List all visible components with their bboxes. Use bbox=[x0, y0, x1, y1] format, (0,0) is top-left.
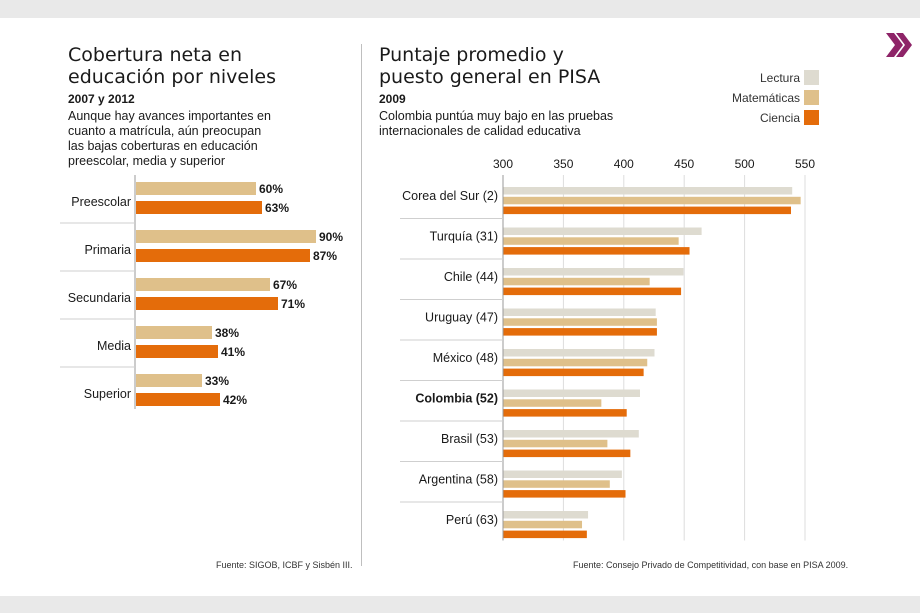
country-label-turquia-31: Turquía (31) bbox=[430, 230, 498, 244]
legend-label-ciencia: Ciencia bbox=[759, 111, 800, 125]
pisa-bar-argentina-58-matematicas bbox=[503, 480, 610, 488]
coverage-value-label: 60% bbox=[259, 182, 283, 196]
pisa-tick-label: 500 bbox=[735, 157, 755, 171]
pisa-bar-brasil-53-lectura bbox=[503, 430, 639, 438]
right-years: 2009 bbox=[379, 92, 406, 106]
pisa-bar-mexico-48-lectura bbox=[503, 349, 655, 357]
pisa-bar-turquia-31-matematicas bbox=[503, 237, 679, 245]
pisa-bar-peru-63-lectura bbox=[503, 511, 589, 519]
coverage-value-label: 90% bbox=[319, 230, 343, 244]
pisa-bar-mexico-48-matematicas bbox=[503, 358, 648, 367]
left-title: Cobertura neta en educación por niveles bbox=[68, 44, 276, 88]
pisa-bar-corea-del-sur-2-matematicas bbox=[503, 196, 801, 205]
right-subtitle: Colombia puntúa muy bajo en las pruebas … bbox=[379, 109, 613, 139]
coverage-value-label: 42% bbox=[223, 393, 247, 407]
pisa-bar-brasil-53-ciencia bbox=[503, 449, 631, 458]
coverage-value-label: 63% bbox=[265, 201, 289, 215]
coverage-bar-preescolar-2012 bbox=[136, 201, 262, 214]
pisa-bar-uruguay-47-lectura bbox=[503, 308, 656, 316]
pisa-bar-colombia-52-lectura bbox=[503, 389, 641, 397]
legend-swatch-lectura bbox=[804, 70, 819, 85]
left-title-line2: educación por niveles bbox=[68, 66, 276, 88]
coverage-value-label: 67% bbox=[273, 278, 297, 292]
coverage-value-label: 41% bbox=[221, 345, 245, 359]
coverage-bar-secundaria-2012 bbox=[136, 297, 278, 310]
pisa-bar-uruguay-47-matematicas bbox=[503, 318, 657, 326]
right-subtitle-line1: Colombia puntúa muy bajo en las pruebas bbox=[379, 109, 614, 123]
pisa-tick-label: 300 bbox=[493, 157, 513, 171]
pisa-bar-peru-63-matematicas bbox=[503, 520, 583, 529]
coverage-bar-preescolar-2007 bbox=[136, 182, 256, 195]
category-label-superior: Superior bbox=[84, 387, 131, 401]
pisa-tick-label: 450 bbox=[674, 157, 694, 171]
pisa-bar-turquia-31-lectura bbox=[503, 227, 702, 235]
left-subtitle-line2: cuanto a matrícula, aún preocupan bbox=[68, 124, 262, 138]
pisa-bar-mexico-48-ciencia bbox=[503, 368, 644, 377]
left-subtitle-line3: las bajas coberturas en educación bbox=[68, 139, 258, 153]
pisa-bar-chile-44-matematicas bbox=[503, 277, 650, 286]
column-divider bbox=[361, 44, 362, 566]
coverage-bar-media-2012 bbox=[136, 345, 218, 358]
pisa-bar-chile-44-lectura bbox=[503, 268, 684, 276]
coverage-value-label: 33% bbox=[205, 374, 229, 388]
coverage-value-label: 87% bbox=[313, 249, 337, 263]
coverage-bar-primaria-2012 bbox=[136, 249, 310, 262]
country-label-brasil-53: Brasil (53) bbox=[441, 432, 498, 446]
pisa-bar-colombia-52-ciencia bbox=[503, 409, 627, 417]
pisa-bar-argentina-58-ciencia bbox=[503, 490, 626, 498]
coverage-value-label: 38% bbox=[215, 326, 239, 340]
pisa-bar-brasil-53-matematicas bbox=[503, 439, 608, 448]
country-label-chile-44: Chile (44) bbox=[444, 270, 498, 284]
category-label-primaria: Primaria bbox=[84, 243, 131, 257]
coverage-chart: Preescolar 60% 63% Primaria 90% 87% Secundaria… bbox=[60, 175, 343, 409]
country-label-corea-del-sur-2: Corea del Sur (2) bbox=[402, 189, 498, 203]
category-label-preescolar: Preescolar bbox=[71, 195, 131, 209]
pisa-tick-label: 350 bbox=[553, 157, 573, 171]
country-label-colombia-52: Colombia (52) bbox=[415, 392, 498, 406]
right-subtitle-line2: internacionales de calidad educativa bbox=[379, 124, 581, 138]
coverage-bar-secundaria-2007 bbox=[136, 278, 270, 291]
legend-label-lectura: Lectura bbox=[759, 71, 800, 85]
country-label-peru-63: Perú (63) bbox=[446, 513, 498, 527]
coverage-bar-media-2007 bbox=[136, 326, 212, 339]
legend-label-matematicas: Matemáticas bbox=[731, 91, 800, 105]
pisa-chart: 300 350 400 450 500 550 Corea del Sur (2) Turqu… bbox=[400, 157, 815, 541]
left-years: 2007 y 2012 bbox=[68, 92, 135, 106]
pisa-bar-chile-44-ciencia bbox=[503, 287, 682, 296]
category-label-secundaria: Secundaria bbox=[68, 291, 131, 305]
country-label-argentina-58: Argentina (58) bbox=[419, 473, 498, 487]
pisa-tick-label: 550 bbox=[795, 157, 815, 171]
double-chevron-icon bbox=[886, 33, 912, 57]
pisa-bar-uruguay-47-ciencia bbox=[503, 328, 657, 336]
right-title-line2: puesto general en PISA bbox=[379, 66, 601, 88]
right-title-line1: Puntaje promedio y bbox=[379, 44, 564, 66]
coverage-bar-superior-2012 bbox=[136, 393, 220, 406]
right-title: Puntaje promedio y puesto general en PIS… bbox=[379, 44, 600, 88]
pisa-bar-corea-del-sur-2-lectura bbox=[503, 187, 793, 195]
category-label-media: Media bbox=[97, 339, 131, 353]
right-source: Fuente: Consejo Privado de Competitivida… bbox=[573, 560, 849, 570]
coverage-value-label: 71% bbox=[281, 297, 305, 311]
country-label-mexico-48: México (48) bbox=[433, 351, 498, 365]
left-subtitle: Aunque hay avances importantes en cuanto… bbox=[68, 109, 271, 169]
country-label-uruguay-47: Uruguay (47) bbox=[425, 311, 498, 325]
coverage-bar-superior-2007 bbox=[136, 374, 202, 387]
legend-swatch-matematicas bbox=[804, 90, 819, 105]
pisa-bar-turquia-31-ciencia bbox=[503, 247, 690, 255]
pisa-tick-label: 400 bbox=[614, 157, 634, 171]
left-source: Fuente: SIGOB, ICBF y Sisbén III. bbox=[216, 560, 353, 570]
pisa-bar-colombia-52-matematicas bbox=[503, 399, 602, 407]
left-subtitle-line4: preescolar, media y superior bbox=[68, 154, 226, 168]
pisa-bar-peru-63-ciencia bbox=[503, 530, 587, 539]
pisa-bar-corea-del-sur-2-ciencia bbox=[503, 206, 792, 215]
coverage-bar-primaria-2007 bbox=[136, 230, 316, 243]
left-title-line1: Cobertura neta en bbox=[68, 44, 243, 66]
pisa-bar-argentina-58-lectura bbox=[503, 470, 622, 478]
legend-swatch-ciencia bbox=[804, 110, 819, 125]
left-subtitle-line1: Aunque hay avances importantes en bbox=[68, 109, 271, 123]
